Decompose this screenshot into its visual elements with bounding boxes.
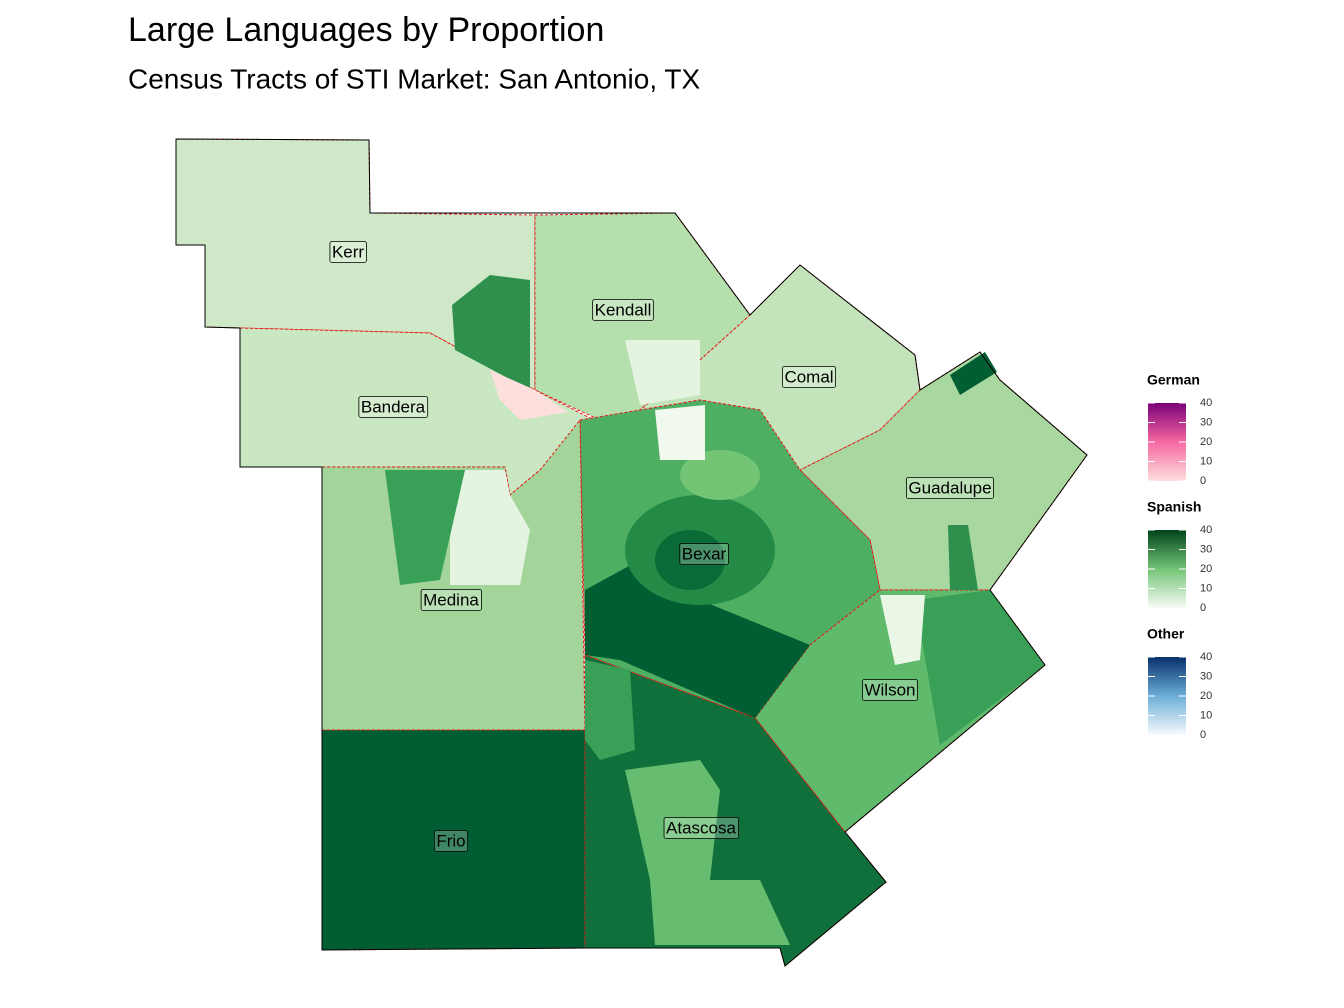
county-label: Medina [423,590,479,609]
region-outline [175,138,1088,967]
legend-tick-label: 0 [1200,602,1206,614]
label-box [358,396,429,418]
tract-shape [585,560,810,718]
label-box [433,830,469,852]
county-label: Atascosa [666,818,736,837]
tract-shape [385,470,465,585]
tract-shape [880,595,925,665]
tract-shape [680,450,760,500]
map [175,138,1088,967]
tract-shape [915,590,1045,745]
county-labels: Kerr Kendall Bandera Comal Guadalupe Bex… [329,241,994,852]
legend: German 0 10 20 30 40 Spanish 0 10 20 30 40 Other 0 10 2… [1147,372,1212,741]
tract-shape [948,525,978,590]
label-box [862,679,918,701]
legend-tick-label: 20 [1200,436,1212,448]
legend-tick-label: 10 [1200,455,1212,467]
county-label: Comal [784,367,833,386]
legend-tick-label: 10 [1200,582,1212,594]
label-box [420,589,482,611]
tract-shape [950,352,997,395]
county-label: Kerr [332,242,364,261]
label-box [679,543,729,565]
legend-tick-label: 30 [1200,543,1212,555]
legend-tick-label: 20 [1200,690,1212,702]
county-label: Bexar [682,544,727,563]
legend-tick-label: 30 [1200,670,1212,682]
legend-tick-label: 40 [1200,651,1212,663]
legend-tick-label: 0 [1200,475,1206,487]
tract-shape [655,405,705,460]
legend-tick-label: 0 [1200,729,1206,741]
county-label: Wilson [864,680,915,699]
legend-title: Other [1147,626,1185,642]
legend-tick-label: 30 [1200,416,1212,428]
tract-shape [625,340,700,405]
label-box [329,241,367,263]
legend-tick-label: 40 [1200,397,1212,409]
label-box [906,477,994,499]
county-label: Bandera [361,397,426,416]
legend-title: Spanish [1147,499,1201,515]
tract-shape [450,470,530,585]
label-box [663,817,739,839]
legend-tick-label: 10 [1200,709,1212,721]
legend-tick-label: 20 [1200,563,1212,575]
label-box [592,299,654,321]
county-label: Frio [436,831,465,850]
tract-shape [585,660,635,760]
tract-shape [625,760,790,945]
chart-title: Large Languages by Proportion [128,11,604,49]
label-box [782,366,836,388]
legend-title: German [1147,372,1200,388]
tract-shape [490,370,568,420]
chart-subtitle: Census Tracts of STI Market: San Antonio… [128,63,701,94]
county-label: Guadalupe [908,478,991,497]
legend-tick-label: 40 [1200,524,1212,536]
tract-shape [655,530,725,590]
tract-shape [452,275,530,390]
county-label: Kendall [595,300,652,319]
